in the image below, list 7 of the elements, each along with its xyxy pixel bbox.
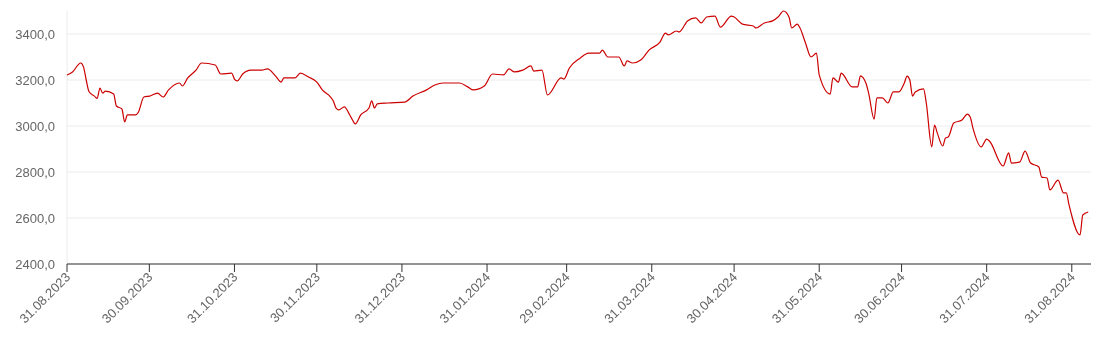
y-tick-label: 2400,0 [15,256,55,272]
y-tick-label: 3000,0 [15,118,55,134]
line-series [66,10,1089,236]
y-tick-label: 3400,0 [15,26,55,42]
y-tick-label: 3200,0 [15,72,55,88]
y-tick-label: 2600,0 [15,210,55,226]
y-tick-label: 2800,0 [15,164,55,180]
